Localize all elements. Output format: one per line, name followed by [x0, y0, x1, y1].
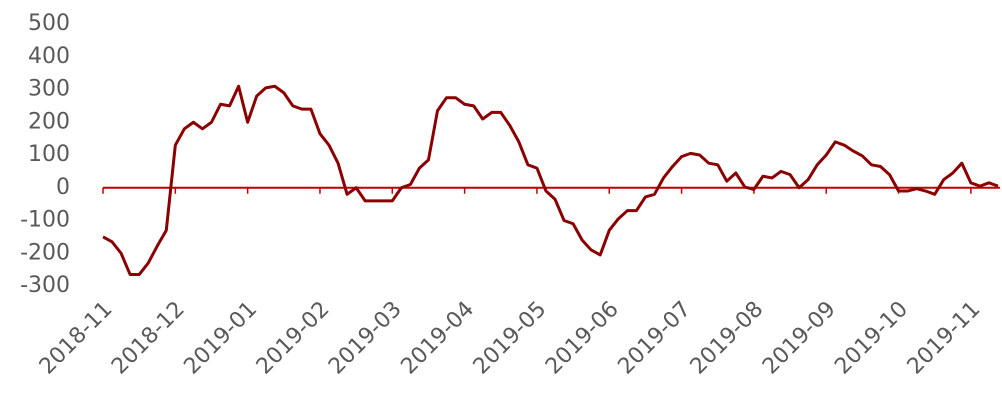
x-tick-label: 2019-02: [252, 297, 335, 380]
x-tick-label: 2018-12: [107, 297, 190, 380]
x-tick-label: 2019-03: [324, 297, 407, 380]
x-tick-label: 2019-04: [396, 297, 479, 380]
line-series: [102, 84, 999, 277]
y-tick-label: 300: [28, 77, 70, 102]
x-tick-label: 2019-07: [613, 297, 696, 380]
x-tick-label: 2018-11: [35, 297, 118, 380]
y-tick-label: 0: [56, 175, 70, 200]
x-tick-label: 2019-06: [541, 297, 624, 380]
y-tick-label: -100: [20, 208, 70, 233]
x-tick-label: 2019-10: [830, 297, 913, 380]
y-tick-label: 100: [28, 142, 70, 167]
x-tick-label: 2019-01: [179, 297, 262, 380]
y-tick-label: -300: [20, 273, 70, 298]
y-tick-label: -200: [20, 240, 70, 265]
y-tick-label: 400: [28, 44, 70, 69]
y-tick-label: 500: [28, 11, 70, 36]
x-tick-label: 2019-11: [903, 297, 986, 380]
x-tick-label: 2019-09: [758, 297, 841, 380]
y-tick-label: 200: [28, 109, 70, 134]
x-tick-label: 2019-08: [686, 297, 769, 380]
x-tick-label: 2019-05: [469, 297, 552, 380]
